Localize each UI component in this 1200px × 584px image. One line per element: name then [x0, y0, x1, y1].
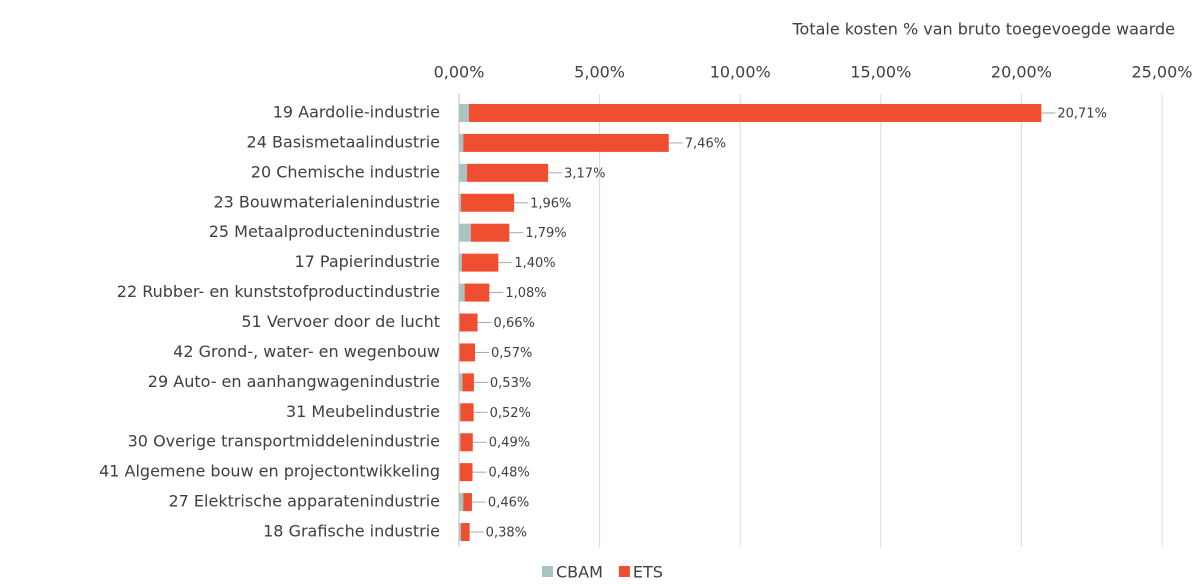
data-label: 3,17% [564, 166, 605, 181]
bar-segment [459, 163, 467, 182]
bar-segment [463, 493, 472, 512]
x-tick-label: 15,00% [850, 63, 911, 82]
bar-segment [468, 103, 1042, 122]
bar-segment [459, 373, 463, 392]
bar-segment [463, 133, 669, 152]
bar-segment [459, 283, 465, 302]
bar-segment [459, 493, 464, 512]
y-tick-label: 22 Rubber- en kunststofproductindustrie [117, 282, 440, 301]
y-tick-label: 31 Meubelindustrie [286, 402, 440, 421]
data-label: 7,46% [685, 136, 726, 151]
y-tick-label: 17 Papierindustrie [294, 252, 440, 271]
x-tick-label: 5,00% [574, 63, 625, 82]
data-label: 20,71% [1057, 106, 1107, 121]
bar-segment [460, 523, 470, 542]
bar-segment [464, 283, 490, 302]
bar-segment [460, 403, 474, 422]
data-label: 0,38% [486, 526, 527, 541]
y-tick-label: 19 Aardolie-industrie [273, 102, 440, 121]
data-label: 1,79% [525, 226, 566, 241]
bar-segment [470, 223, 510, 242]
bar-segment [459, 133, 464, 152]
data-label: 0,46% [488, 496, 529, 511]
y-tick-label: 25 Metaalproductenindustrie [209, 222, 440, 241]
data-label: 0,66% [494, 316, 535, 331]
chart-title: Totale kosten % van bruto toegevoegde wa… [791, 20, 1175, 39]
bar-segment [459, 103, 469, 122]
bar-segment [459, 193, 461, 212]
data-label: 0,52% [490, 406, 531, 421]
y-tick-label: 24 Basismetaalindustrie [247, 132, 440, 151]
bar-segment [459, 433, 461, 452]
data-label: 0,53% [490, 376, 531, 391]
y-tick-label: 51 Vervoer door de lucht [241, 312, 440, 331]
legend-label: ETS [633, 563, 663, 581]
data-label: 1,96% [530, 196, 571, 211]
bar-segment [459, 463, 473, 482]
y-tick-label: 20 Chemische industrie [251, 162, 440, 181]
legend-swatch [618, 566, 630, 577]
bar-segment [462, 373, 474, 392]
y-tick-label: 27 Elektrische apparatenindustrie [168, 492, 440, 511]
x-tick-label: 25,00% [1131, 63, 1192, 82]
bar-segment [459, 223, 471, 242]
bar-segment [466, 163, 549, 182]
data-label: 0,57% [491, 346, 532, 361]
y-tick-label: 29 Auto- en aanhangwagenindustrie [148, 372, 440, 391]
bar-segment [459, 313, 478, 332]
y-tick-label: 18 Grafische industrie [263, 522, 440, 541]
y-tick-label: 30 Overige transportmiddelenindustrie [128, 432, 440, 451]
bar-segment [459, 403, 461, 422]
data-label: 1,08% [505, 286, 546, 301]
bar-segment [459, 253, 462, 272]
x-tick-label: 10,00% [710, 63, 771, 82]
x-tick-label: 0,00% [434, 63, 485, 82]
bar-segment [460, 193, 515, 212]
legend-swatch [542, 566, 553, 577]
y-tick-label: 23 Bouwmaterialenindustrie [213, 192, 440, 211]
y-tick-label: 41 Algemene bouw en projectontwikkeling [99, 462, 440, 481]
data-label: 1,40% [514, 256, 555, 271]
y-tick-label: 42 Grond-, water- en wegenbouw [173, 342, 440, 361]
bar-segment [459, 343, 476, 362]
legend-label: CBAM [556, 563, 603, 581]
data-label: 0,48% [488, 466, 529, 481]
bar-segment [460, 433, 473, 452]
x-tick-label: 20,00% [991, 63, 1052, 82]
bar-segment [461, 253, 499, 272]
data-label: 0,49% [489, 436, 530, 451]
bar-segment [459, 523, 461, 542]
